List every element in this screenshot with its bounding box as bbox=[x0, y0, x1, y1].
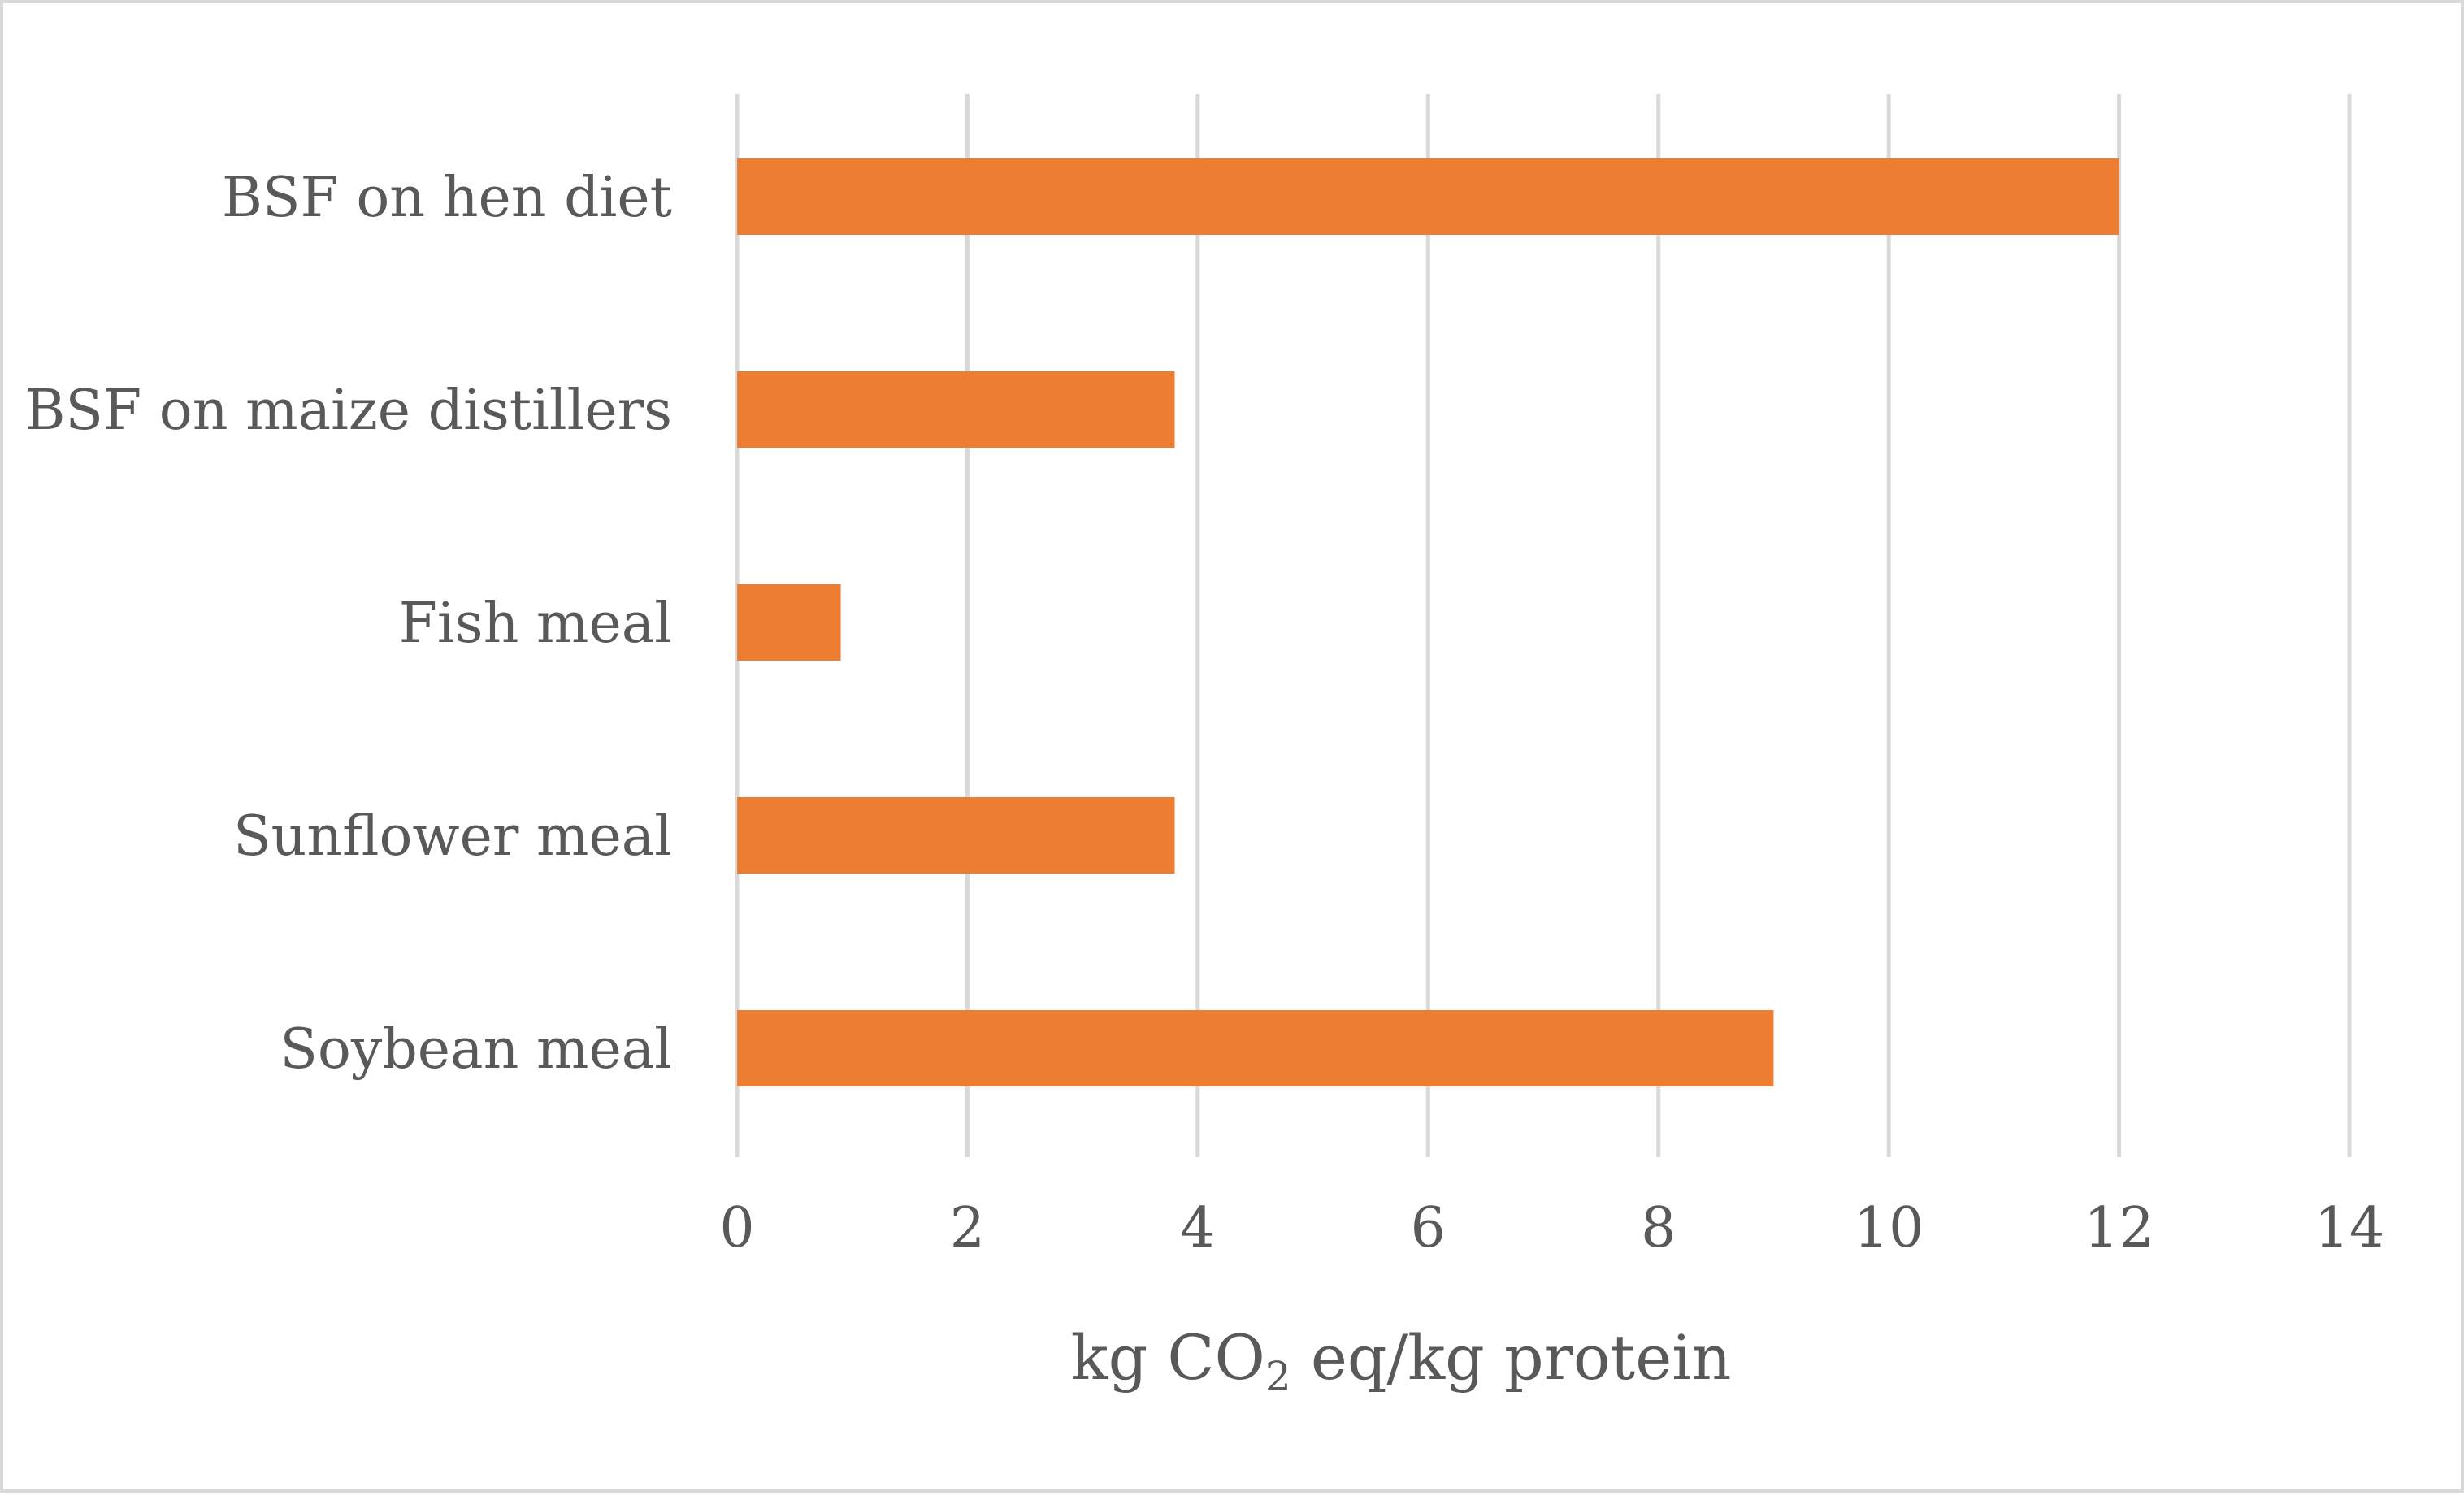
bar-soybean-meal bbox=[737, 1010, 1774, 1086]
bar-bsf-on-maize-distillers bbox=[737, 371, 1175, 448]
x-axis-title-subscript: 2 bbox=[1265, 1353, 1291, 1400]
x-tick-label: 6 bbox=[1411, 1196, 1446, 1260]
bar-bsf-on-hen-diet bbox=[737, 158, 2119, 235]
x-tick-label: 0 bbox=[719, 1196, 754, 1260]
category-label: Sunflower meal bbox=[233, 804, 672, 869]
x-tick-label: 4 bbox=[1180, 1196, 1215, 1260]
bar-chart: BSF on hen diet BSF on maize distillers Fi… bbox=[24, 94, 2384, 1400]
gridlines bbox=[735, 94, 2352, 1157]
x-tick-label: 12 bbox=[2084, 1196, 2154, 1260]
category-labels: BSF on hen diet BSF on maize distillers Fi… bbox=[24, 166, 672, 1082]
x-tick-labels: 0 2 4 6 8 10 12 14 bbox=[719, 1196, 2384, 1260]
category-label: BSF on hen diet bbox=[222, 166, 672, 230]
category-label: Fish meal bbox=[399, 592, 672, 656]
x-axis-title-rest: eq/kg protein bbox=[1291, 1321, 1732, 1394]
x-tick-label: 8 bbox=[1641, 1196, 1676, 1260]
x-axis-title-main: kg CO bbox=[1071, 1321, 1265, 1394]
category-label: BSF on maize distillers bbox=[24, 379, 672, 443]
category-label: Soybean meal bbox=[280, 1017, 672, 1082]
x-tick-label: 10 bbox=[1854, 1196, 1924, 1260]
x-tick-label: 14 bbox=[2314, 1196, 2385, 1260]
bar-fish-meal bbox=[737, 584, 841, 661]
bars bbox=[737, 158, 2119, 1086]
x-axis-title: kg CO2 eq/kg protein bbox=[1071, 1321, 1732, 1400]
bar-sunflower-meal bbox=[737, 797, 1175, 874]
x-tick-label: 2 bbox=[950, 1196, 985, 1260]
